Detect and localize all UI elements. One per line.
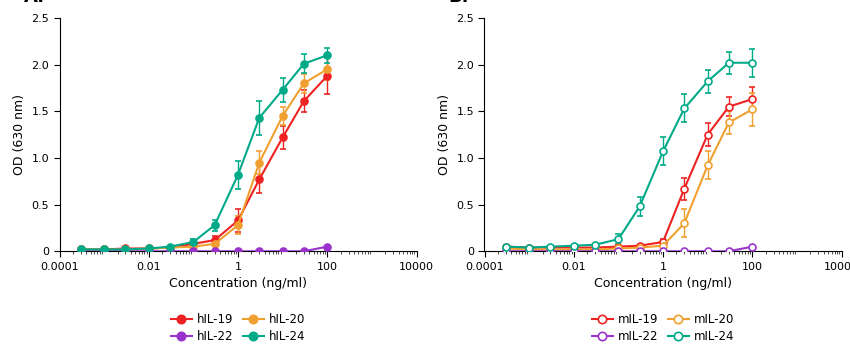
X-axis label: Concentration (ng/ml): Concentration (ng/ml) [594,277,732,290]
Y-axis label: OD (630 nm): OD (630 nm) [13,94,26,175]
Legend: mIL-19, mIL-22, mIL-20, mIL-24: mIL-19, mIL-22, mIL-20, mIL-24 [587,308,739,348]
Text: B.: B. [449,0,469,6]
Y-axis label: OD (630 nm): OD (630 nm) [438,94,450,175]
Text: A.: A. [24,0,45,6]
Legend: hIL-19, hIL-22, hIL-20, hIL-24: hIL-19, hIL-22, hIL-20, hIL-24 [166,308,310,348]
X-axis label: Concentration (ng/ml): Concentration (ng/ml) [169,277,307,290]
